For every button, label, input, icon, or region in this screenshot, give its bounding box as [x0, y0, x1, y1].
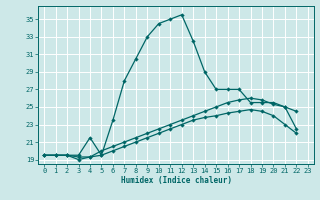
X-axis label: Humidex (Indice chaleur): Humidex (Indice chaleur)	[121, 176, 231, 185]
